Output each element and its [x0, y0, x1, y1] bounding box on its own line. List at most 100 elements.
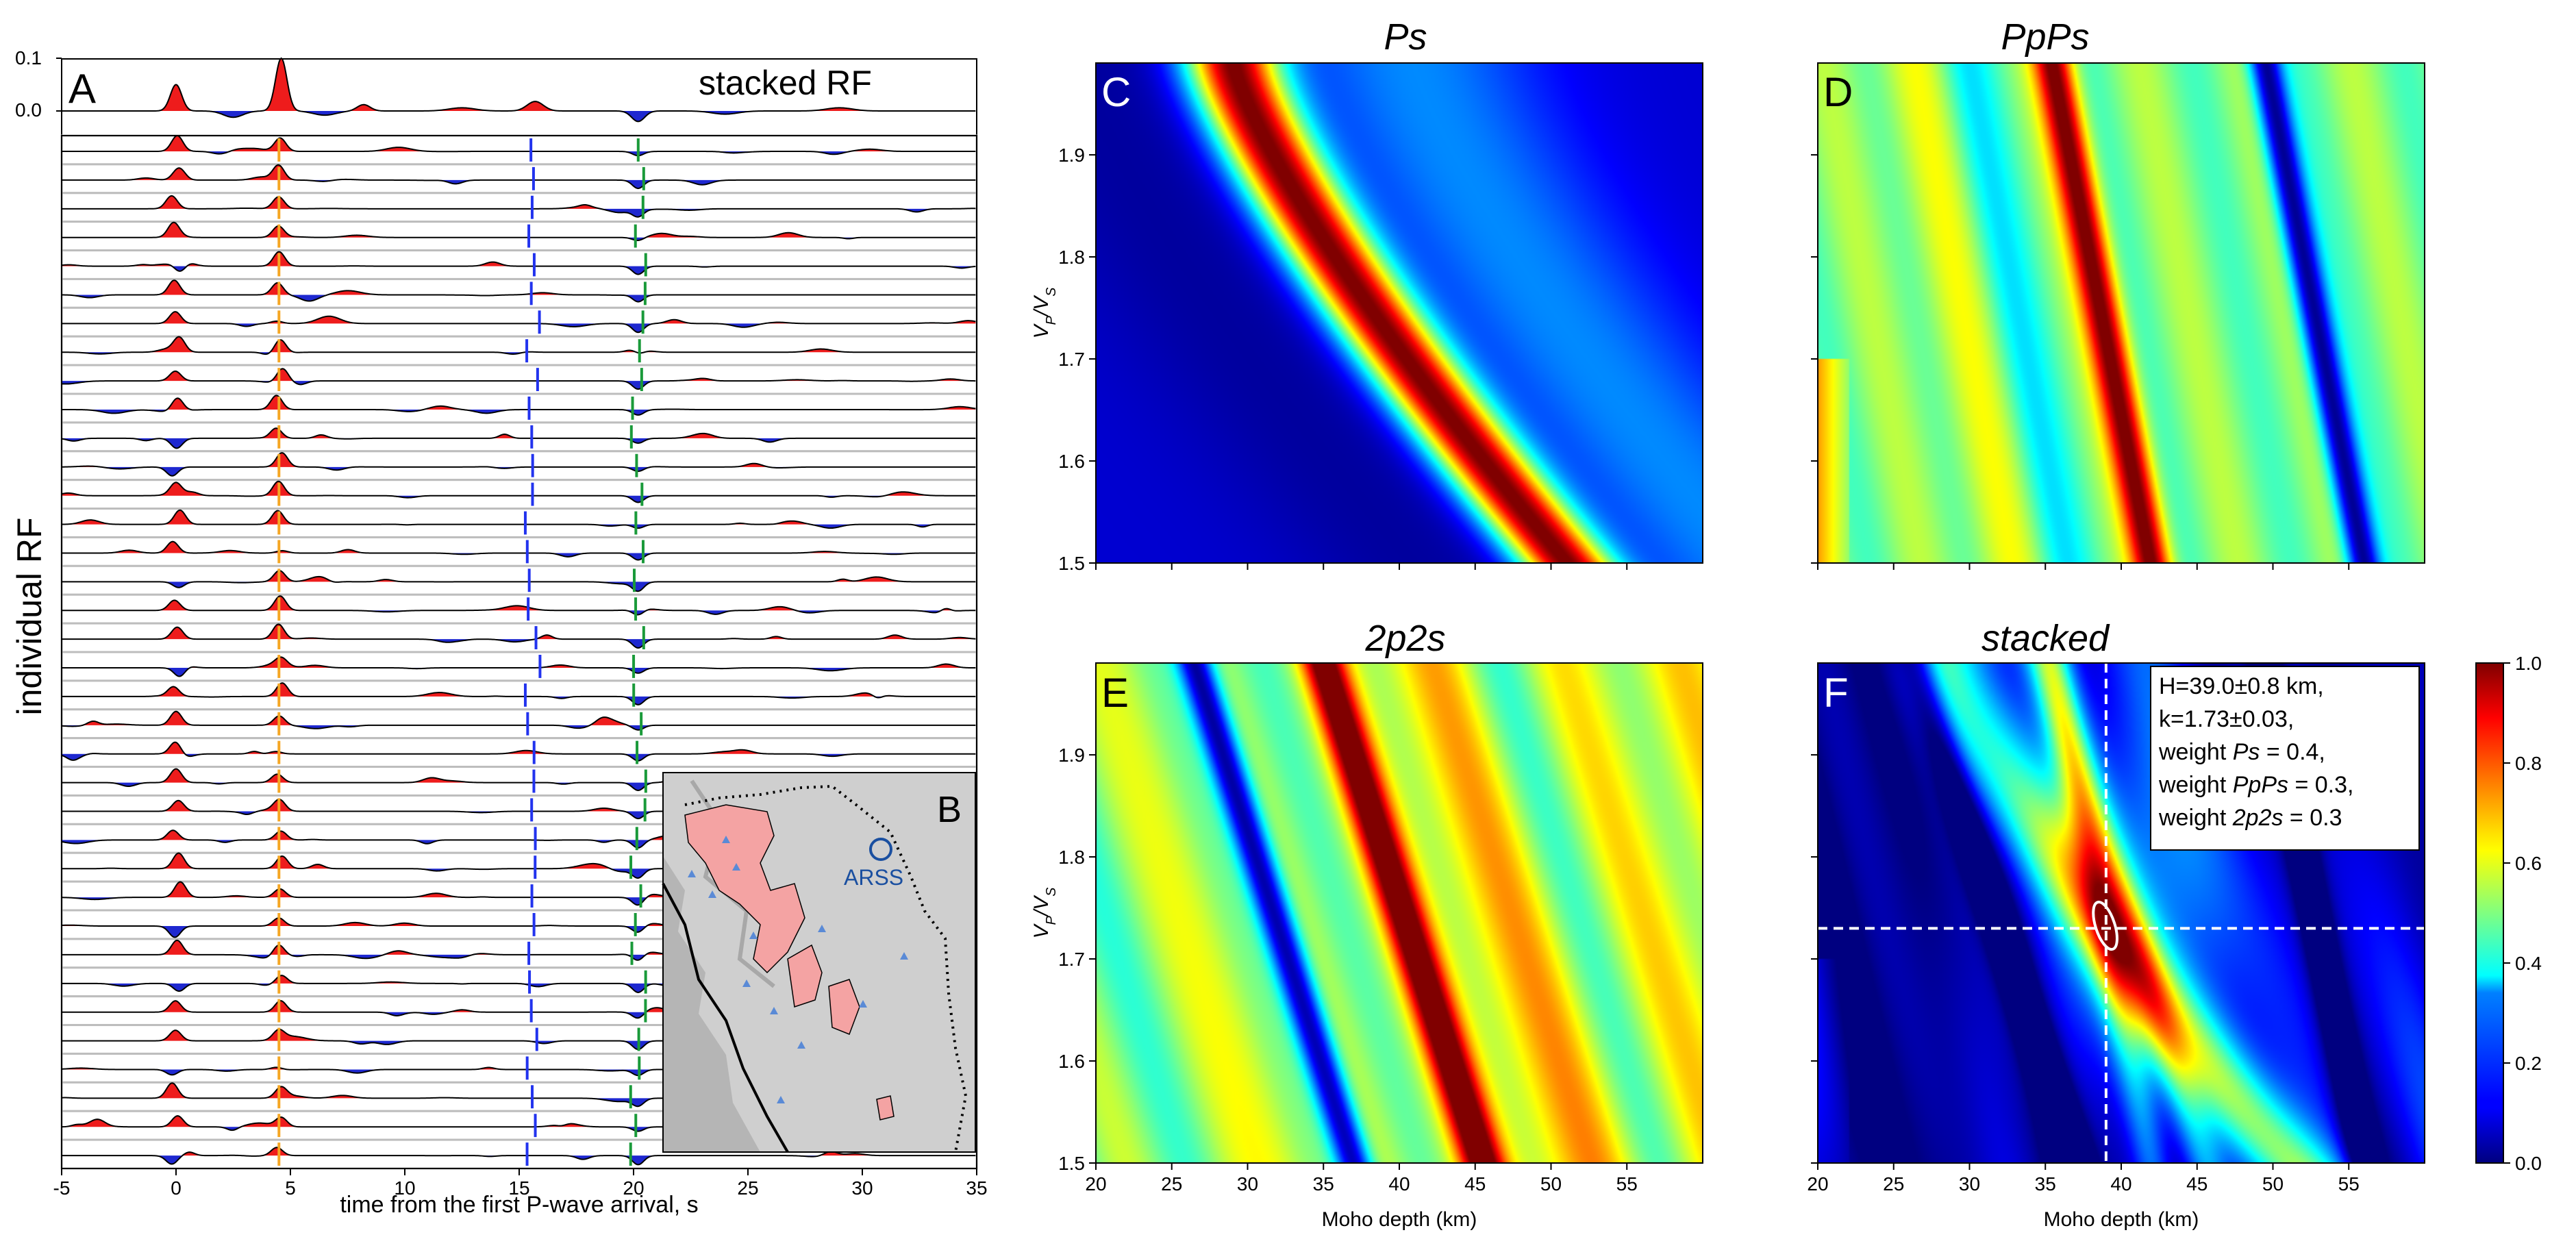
rf-trace-row — [60, 249, 978, 280]
panel-letter-f: F — [1823, 670, 1849, 716]
rf-trace-frame — [60, 679, 978, 711]
rf-trace-line — [62, 570, 976, 592]
x-tick-label: 35 — [1313, 1173, 1334, 1195]
rf-trace-row — [60, 192, 978, 223]
rf-trace-row — [60, 593, 978, 625]
y-axis-label-e: VP/VS — [1030, 887, 1059, 939]
rf-trace-frame — [60, 306, 978, 338]
rf-trace-frame — [60, 508, 978, 538]
stack-ytick-zero: 0.0 — [15, 99, 42, 121]
x-axis-label-a: time from the first P-wave arrival, s — [340, 1192, 698, 1218]
map-relief — [663, 856, 760, 1152]
rf-trace-line — [61, 741, 976, 762]
x-tick-label: 20 — [1807, 1173, 1828, 1195]
stack-ytick-top: 0.1 — [15, 47, 42, 68]
rf-trace-row — [60, 277, 978, 309]
rf-trace-frame — [60, 221, 978, 252]
y-tick-label: 1.6 — [1058, 1051, 1085, 1072]
y-tick-label: 1.9 — [1058, 745, 1085, 766]
border-dotted — [684, 784, 968, 1153]
rf-trace-frame — [60, 622, 978, 653]
rf-trace-row — [60, 679, 978, 711]
x-tick-label: 25 — [1883, 1173, 1904, 1195]
x-tick-label: 45 — [1464, 1173, 1486, 1195]
heatmap-d — [1818, 63, 2425, 563]
x-tick-label: 30 — [1237, 1173, 1258, 1195]
panel-a: A stacked RF 0.1 0.0 -5 0 5 10 15 20 25 30 35 ti… — [10, 47, 988, 1218]
legend-box — [2150, 666, 2420, 851]
rf-trace-row — [60, 622, 978, 653]
rf-trace-line — [61, 509, 976, 529]
rf-trace-line — [61, 427, 976, 449]
y-axis-label-c: VP/VS — [1030, 287, 1059, 339]
best-fit-crosshair — [1818, 663, 2425, 1163]
y-tick-label: 1.5 — [1058, 553, 1085, 574]
rf-trace-row — [60, 335, 978, 366]
x-tick-label: 50 — [1540, 1173, 1562, 1195]
x-tick-label: 55 — [2338, 1173, 2360, 1195]
confidence-contour — [2092, 901, 2118, 951]
lava-field — [684, 804, 805, 974]
x-tick-label: 30 — [1959, 1173, 1980, 1195]
rf-trace-positive — [62, 683, 976, 697]
rf-trace-row — [60, 421, 978, 453]
rf-trace-frame — [60, 163, 978, 195]
y-tick-label: 1.9 — [1058, 145, 1085, 166]
rf-trace-negative — [62, 639, 976, 649]
rf-trace-line — [61, 251, 976, 275]
rf-trace-line — [62, 195, 976, 218]
panel-c: Ps C — [1095, 16, 1703, 564]
stacked-trace — [62, 57, 976, 123]
y-tick-label: 1.6 — [1058, 451, 1085, 472]
x-tick-label: 50 — [2262, 1173, 2284, 1195]
rf-trace-frame — [60, 392, 978, 424]
map-frame — [662, 772, 976, 1153]
x-tick-label: 35 — [966, 1177, 987, 1199]
x-axis-label-f: Moho depth (km) — [2044, 1208, 2199, 1231]
y-tick-label: 1.5 — [1058, 1153, 1085, 1174]
colorbar-tick-label: 0.2 — [2515, 1053, 2542, 1074]
colorbar: 0.0 0.2 0.4 0.6 0.8 1.0 — [2475, 653, 2542, 1174]
x-axis-label-e: Moho depth (km) — [1322, 1208, 1477, 1231]
x-tick-label: 40 — [1388, 1173, 1410, 1195]
stacked-rf-line — [62, 57, 976, 123]
y-tick-label: 1.7 — [1058, 949, 1085, 970]
title-c: Ps — [1384, 16, 1427, 58]
title-e: 2p2s — [1364, 618, 1445, 659]
rf-trace-line — [62, 682, 976, 705]
legend-weight-ppps: weight PpPs = 0.3, — [2158, 772, 2353, 798]
rf-trace-line — [62, 164, 976, 190]
x-tick-label: 20 — [623, 1177, 644, 1199]
rf-trace-positive — [62, 657, 976, 668]
x-tick-label: 40 — [2110, 1173, 2131, 1195]
lava-field — [876, 1095, 895, 1121]
rf-trace-row — [60, 737, 978, 768]
y-tick-label: 1.7 — [1058, 349, 1085, 370]
rf-trace-frame — [60, 277, 978, 309]
panel-f: stacked F H=39.0±0.8 km, k=1.73±0.03, we… — [1817, 618, 2425, 1164]
rf-trace-line — [62, 221, 976, 241]
rf-trace-row — [60, 508, 978, 538]
rf-trace-row — [60, 392, 978, 424]
legend-weight-2p2s: weight 2p2s = 0.3 — [2158, 805, 2342, 831]
rf-trace-row — [60, 536, 978, 567]
legend-depth: H=39.0±0.8 km, — [2159, 673, 2324, 699]
rf-trace-line — [61, 452, 976, 477]
x-tick-label: 25 — [737, 1177, 758, 1199]
colorbar-tick-label: 0.8 — [2515, 753, 2542, 774]
rf-trace-row — [60, 479, 978, 510]
stacked-rf-negative — [62, 111, 976, 122]
lava-field — [787, 944, 823, 1008]
inset-map-b: ARSS B — [662, 772, 976, 1153]
x-tick-label: -5 — [53, 1177, 71, 1199]
heatmap-c — [1096, 63, 1703, 563]
panel-letter-c: C — [1101, 69, 1131, 115]
panel-letter-a: A — [68, 66, 96, 112]
x-tick-label: 45 — [2186, 1173, 2208, 1195]
rf-trace-row — [60, 163, 978, 195]
rf-trace-line — [62, 311, 976, 334]
rf-trace-frame — [60, 651, 978, 682]
rf-trace-positive — [62, 571, 976, 582]
x-tick-label: 55 — [1616, 1173, 1638, 1195]
rf-trace-row — [60, 221, 978, 252]
